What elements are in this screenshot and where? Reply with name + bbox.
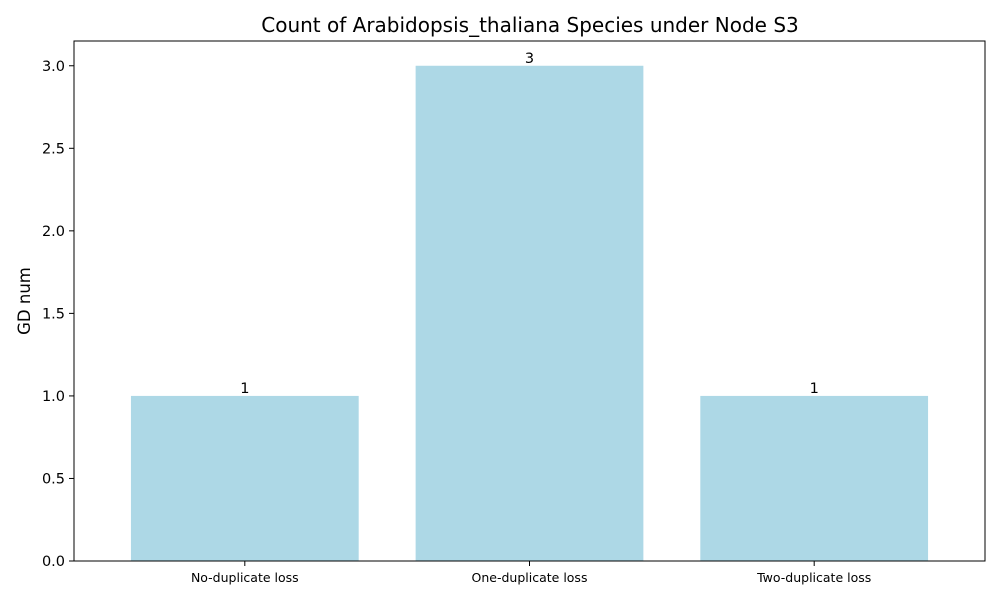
bar — [700, 395, 929, 561]
y-tick-label: 3.0 — [42, 59, 65, 75]
y-tick-label: 1.0 — [42, 389, 65, 405]
bar — [130, 395, 359, 561]
y-tick-label: 0.5 — [42, 471, 65, 487]
x-tick-label: No-duplicate loss — [191, 570, 299, 585]
y-tick-label: 0.0 — [42, 554, 65, 570]
bar — [415, 65, 644, 561]
chart-title: Count of Arabidopsis_thaliana Species un… — [261, 13, 799, 37]
x-tick-label: One-duplicate loss — [472, 570, 588, 585]
data-label: 3 — [525, 51, 534, 67]
data-label: 1 — [240, 381, 249, 397]
y-tick-label: 2.0 — [42, 224, 65, 240]
plot-area: 1 No-duplicate loss 3 One-duplicate loss 1 Tw… — [42, 40, 986, 585]
y-tick-label: 1.5 — [42, 306, 65, 322]
y-axis-label: GD num — [15, 267, 34, 335]
y-tick-label: 2.5 — [42, 141, 65, 157]
axes-frame — [73, 40, 986, 562]
x-tick-label: Two-duplicate loss — [756, 570, 871, 585]
data-label: 1 — [810, 381, 819, 397]
